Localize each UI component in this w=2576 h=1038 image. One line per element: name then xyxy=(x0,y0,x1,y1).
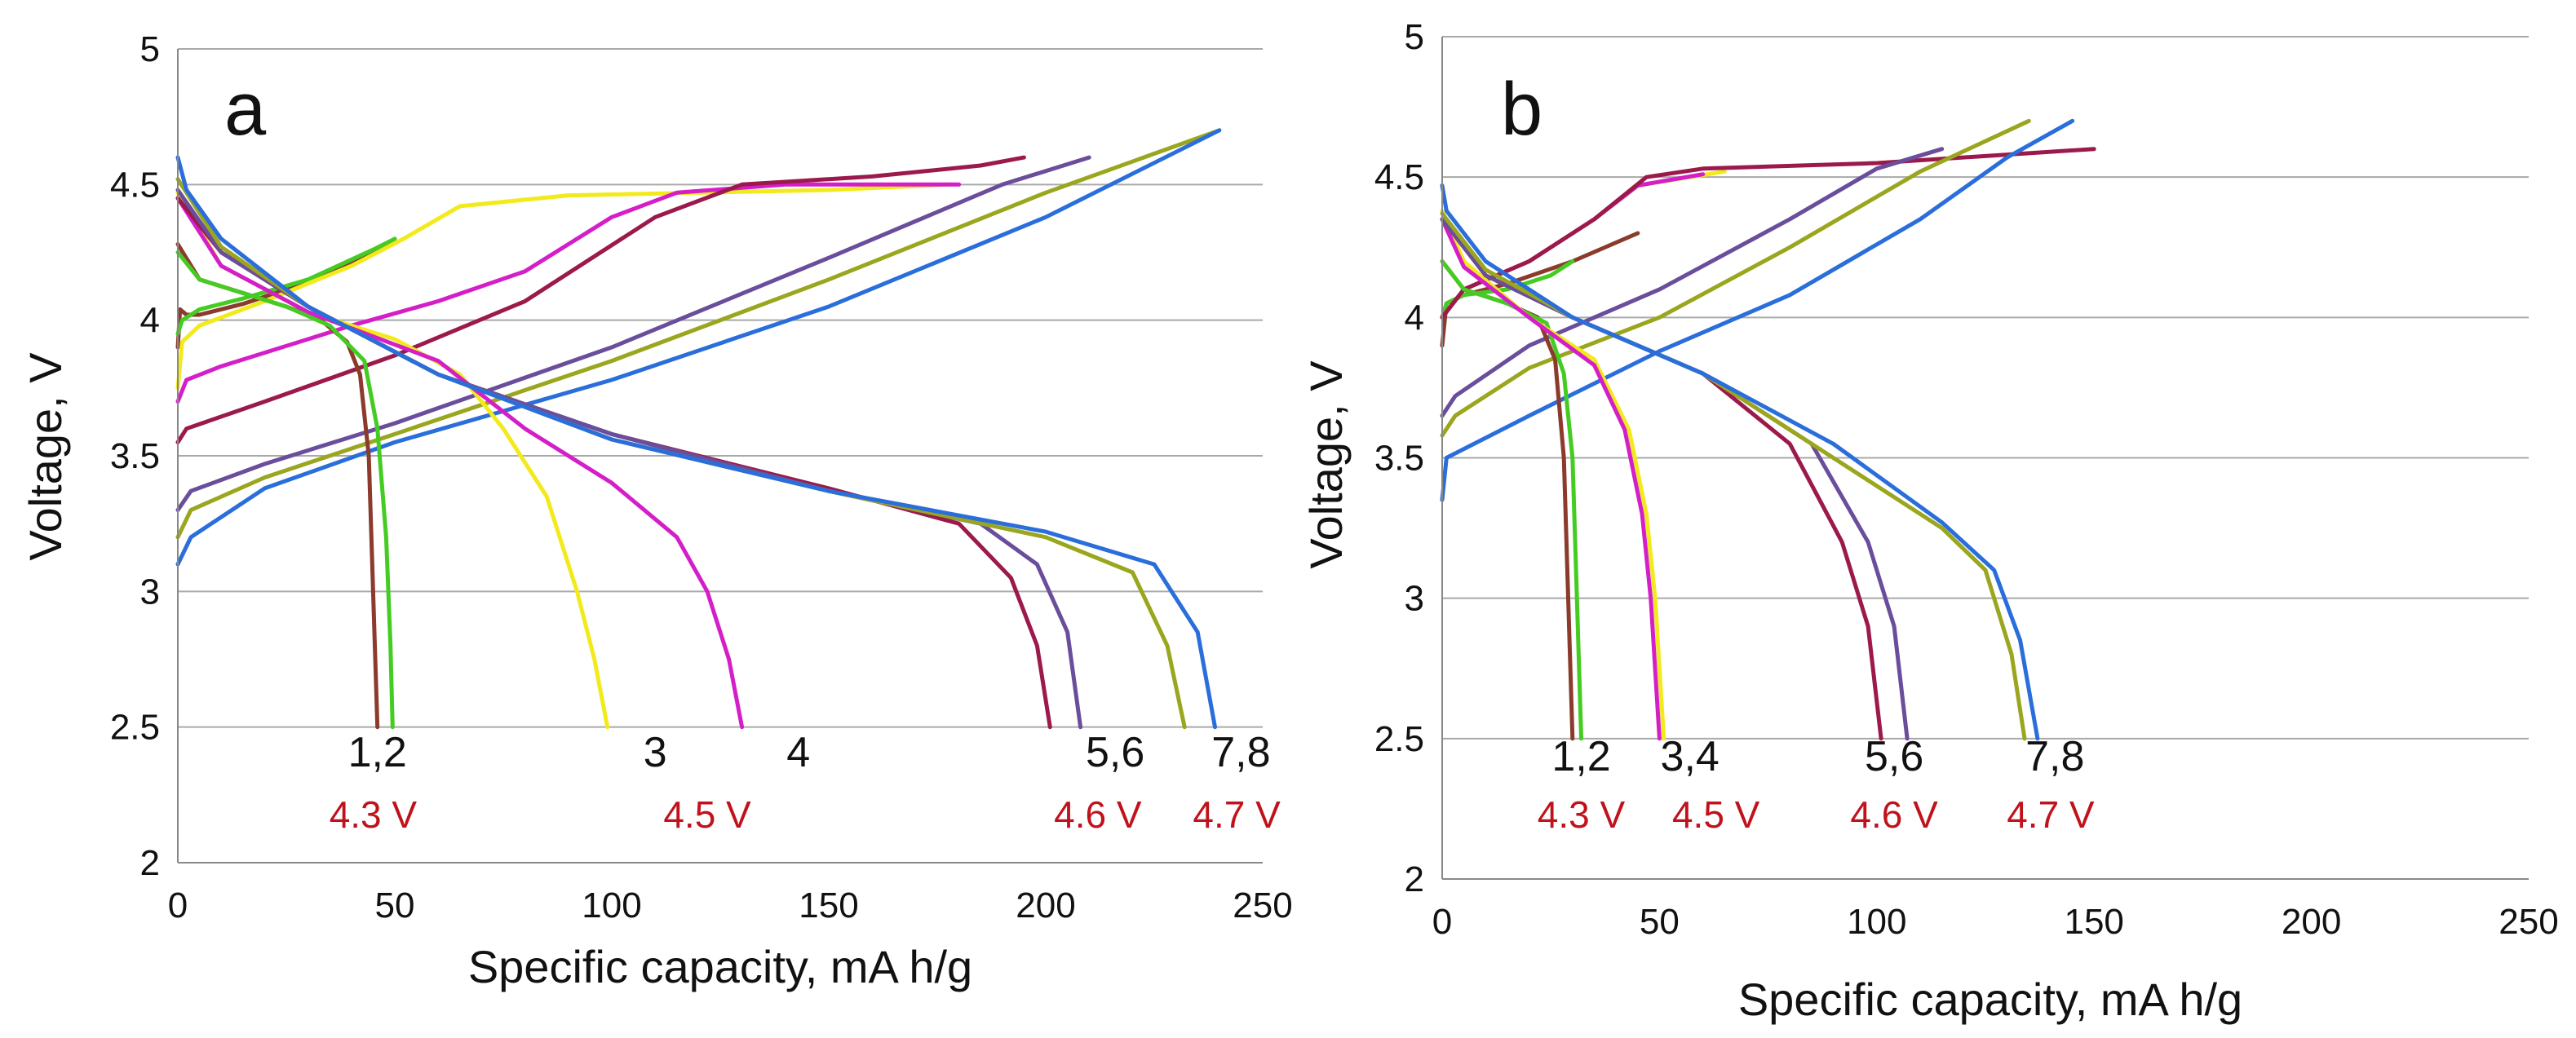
panel-b-series-2-charge xyxy=(1440,259,1575,320)
panel-a-series-8-charge xyxy=(175,128,1222,567)
panel-b-series-6-discharge xyxy=(1440,217,1910,741)
panel-b-x-axis-title: Specific capacity, mA h/g xyxy=(1738,974,2242,1025)
panel-b-cycle-label: 3,4 xyxy=(1661,733,1720,780)
panel-a-letter: a xyxy=(224,68,267,151)
panel-a-series-2-discharge xyxy=(175,250,395,730)
panel-b-cutoff-voltage-label: 4.7 V xyxy=(2007,793,2095,836)
panel-a-y-tick-label: 3.5 xyxy=(110,436,160,476)
panel-a-series-6-discharge xyxy=(175,188,1083,730)
panel-b-y-tick-label: 4 xyxy=(1405,298,1424,338)
panel-a-series xyxy=(175,128,1222,730)
panel-a-cutoff-voltage-label: 4.3 V xyxy=(330,793,418,836)
panel-b-x-tick-label: 0 xyxy=(1432,902,1452,942)
panel-a-cycle-label: 3 xyxy=(644,729,667,776)
panel-a-series-8-discharge xyxy=(175,155,1217,730)
panel-b-y-tick-label: 4.5 xyxy=(1374,157,1424,197)
panel-a-y-tick-label: 4.5 xyxy=(110,165,160,205)
panel-a-y-tick-label: 2 xyxy=(140,843,160,883)
panel-b-cycle-label: 1,2 xyxy=(1551,733,1610,780)
panel-a-x-tick-label: 0 xyxy=(168,886,188,925)
panel-b-series xyxy=(1440,118,2096,741)
panel-b-cutoff-voltage-label: 4.6 V xyxy=(1850,793,1938,836)
panel-b-series-4-discharge xyxy=(1440,217,1662,741)
panel-a-cycle-label: 1,2 xyxy=(348,729,407,776)
panel-b-axes: 22.533.544.550 50 100 150 200 250 xyxy=(1374,17,2559,942)
panel-b-y-tick-label: 5 xyxy=(1405,17,1424,57)
panel-a-y-tick-label: 2.5 xyxy=(110,708,160,748)
panel-a-gridlines xyxy=(178,48,1263,728)
panel-b-y-tick-label: 2 xyxy=(1405,859,1424,899)
panel-b-x-tick-label: 250 xyxy=(2499,902,2558,942)
panel-a-cycle-label: 4 xyxy=(786,729,810,776)
panel-a-series-3-discharge xyxy=(175,190,610,730)
panel-a: 22.533.544.550 50 100 150 200 250 1,2 3 4 5,6 7,8… xyxy=(20,29,1293,992)
panel-a-cutoff-voltage-label: 4.5 V xyxy=(663,793,751,836)
panel-b-cycle-label: 7,8 xyxy=(2025,733,2084,780)
panel-b: 22.533.544.550 50 100 150 200 250 1,2 3,4 5,6 7,… xyxy=(1300,17,2559,1025)
panel-a-series-4-discharge xyxy=(175,196,745,730)
panel-a-series-2-charge xyxy=(175,236,397,336)
panel-a-cycle-label: 5,6 xyxy=(1086,729,1144,776)
panel-b-series-7-charge xyxy=(1440,118,2031,438)
panel-a-x-tick-label: 50 xyxy=(375,886,415,925)
panel-a-x-tick-label: 100 xyxy=(582,886,641,925)
panel-a-x-axis-title: Specific capacity, mA h/g xyxy=(468,941,972,992)
panel-a-cutoff-voltage-label: 4.6 V xyxy=(1054,793,1142,836)
panel-a-x-tick-label: 200 xyxy=(1016,886,1075,925)
panel-b-cutoff-voltage-label: 4.3 V xyxy=(1538,793,1626,836)
panel-a-y-tick-label: 4 xyxy=(140,301,160,341)
panel-b-series-3-discharge xyxy=(1440,209,1666,741)
panel-a-axes: 22.533.544.550 50 100 150 200 250 xyxy=(110,29,1293,925)
panel-a-x-tick-label: 250 xyxy=(1233,886,1292,925)
panel-b-x-tick-label: 100 xyxy=(1847,902,1906,942)
panel-a-x-tick-label: 150 xyxy=(799,886,858,925)
panel-b-x-tick-label: 150 xyxy=(2064,902,2123,942)
panel-b-y-axis-title: Voltage, V xyxy=(1300,360,1352,569)
panel-b-series-2-discharge xyxy=(1440,259,1583,741)
panel-a-y-tick-label: 5 xyxy=(140,29,160,69)
panel-b-series-7-discharge xyxy=(1440,211,2027,741)
panel-b-y-tick-label: 2.5 xyxy=(1374,719,1424,759)
panel-b-x-tick-label: 200 xyxy=(2282,902,2341,942)
panel-a-cutoff-voltage-label: 4.7 V xyxy=(1193,793,1281,836)
panel-b-cycle-label: 5,6 xyxy=(1865,733,1923,780)
panel-a-series-1-charge xyxy=(175,236,397,350)
panel-b-series-6-charge xyxy=(1440,147,1945,418)
panel-b-letter: b xyxy=(1501,68,1543,151)
panel-b-cutoff-voltage-label: 4.5 V xyxy=(1672,793,1760,836)
panel-a-annotations: 1,2 3 4 5,6 7,8 4.3 V 4.5 V 4.6 V 4.7 V xyxy=(330,729,1281,836)
panel-a-y-axis-title: Voltage, V xyxy=(20,352,71,561)
panel-b-gridlines xyxy=(1442,36,2529,740)
panel-a-cycle-label: 7,8 xyxy=(1211,729,1270,776)
panel-a-series-5-charge xyxy=(175,155,1026,444)
panel-a-y-tick-label: 3 xyxy=(140,572,160,612)
panel-b-annotations: 1,2 3,4 5,6 7,8 4.3 V 4.5 V 4.6 V 4.7 V xyxy=(1538,733,2095,836)
panel-b-x-tick-label: 50 xyxy=(1640,902,1680,942)
panel-a-series-4-charge xyxy=(175,182,962,404)
panel-b-series-8-charge xyxy=(1440,118,2075,502)
panel-b-y-tick-label: 3.5 xyxy=(1374,439,1424,479)
panel-a-series-6-charge xyxy=(175,155,1091,512)
panel-b-y-tick-label: 3 xyxy=(1405,579,1424,619)
panel-b-series-8-discharge xyxy=(1440,183,2040,741)
panel-b-series-5-charge xyxy=(1440,147,2096,320)
